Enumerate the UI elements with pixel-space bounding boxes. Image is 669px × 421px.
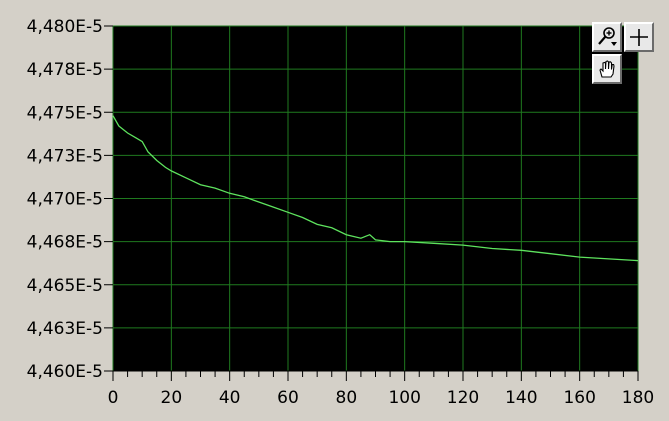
x-tick-label: 60 [277, 388, 299, 408]
y-tick-label: 4,460E-5 [27, 362, 103, 382]
hand-pan-icon [599, 60, 615, 78]
x-tick-label: 100 [388, 388, 420, 408]
y-tick-label: 4,470E-5 [27, 190, 103, 210]
x-tick-label: 0 [108, 388, 119, 408]
x-tick-label: 120 [447, 388, 479, 408]
y-tick-label: 4,465E-5 [27, 276, 103, 296]
zoom-tool-button[interactable] [592, 22, 622, 52]
crosshair-icon [630, 29, 648, 46]
series-line [112, 115, 639, 262]
x-tick-label: 20 [161, 388, 183, 408]
x-tick-label: 80 [336, 388, 358, 408]
x-tick-label: 140 [505, 388, 537, 408]
y-tick-label: 4,480E-5 [27, 17, 103, 37]
x-tick-label: 180 [622, 388, 654, 408]
x-tick-label: 40 [219, 388, 241, 408]
y-tick-label: 4,463E-5 [27, 319, 103, 339]
x-tick-label: 160 [563, 388, 595, 408]
y-tick-label: 4,468E-5 [27, 233, 103, 253]
y-tick-label: 4,473E-5 [27, 146, 103, 166]
y-tick-label: 4,478E-5 [27, 60, 103, 80]
series-layer [112, 115, 639, 262]
y-tick-label: 4,475E-5 [27, 103, 103, 123]
zoom-magnifier-icon [598, 27, 617, 46]
x-axis: 0 20 40 60 80 100 120 140 160 180 [108, 370, 654, 408]
y-axis: 4,460E-5 4,463E-5 4,465E-5 4,468E-5 4,470E-5… [27, 17, 113, 382]
graph-palette [588, 18, 658, 98]
cursor-tool-button[interactable] [624, 22, 654, 52]
pan-tool-button[interactable] [592, 54, 622, 84]
